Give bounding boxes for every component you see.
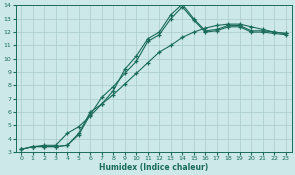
X-axis label: Humidex (Indice chaleur): Humidex (Indice chaleur) [99,163,208,172]
